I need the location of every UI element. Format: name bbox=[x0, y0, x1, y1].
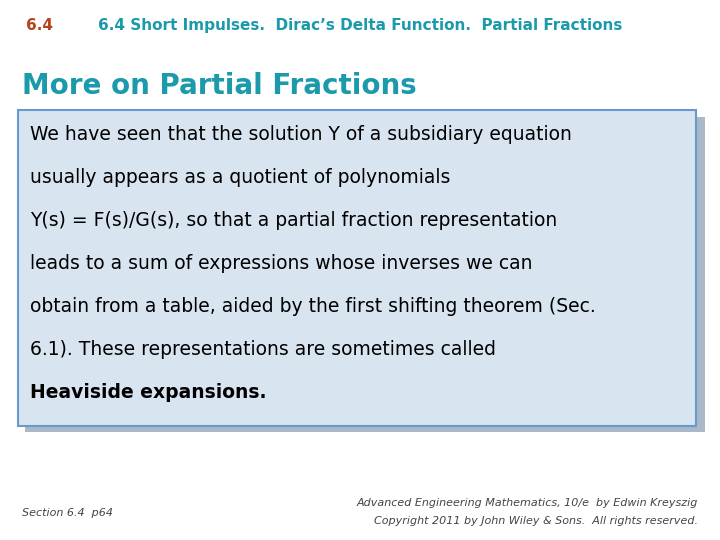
Text: Heaviside expansions.: Heaviside expansions. bbox=[30, 383, 266, 402]
Text: Υ(s) = F(s)/G(s), so that a partial fraction representation: Υ(s) = F(s)/G(s), so that a partial frac… bbox=[30, 211, 557, 230]
FancyBboxPatch shape bbox=[25, 117, 705, 432]
Text: usually appears as a quotient of polynomials: usually appears as a quotient of polynom… bbox=[30, 168, 451, 187]
Text: More on Partial Fractions: More on Partial Fractions bbox=[22, 72, 417, 100]
Text: 6.4: 6.4 bbox=[26, 18, 53, 33]
FancyBboxPatch shape bbox=[18, 110, 696, 426]
Text: We have seen that the solution Υ of a subsidiary equation: We have seen that the solution Υ of a su… bbox=[30, 125, 572, 144]
Text: 6.1). These representations are sometimes called: 6.1). These representations are sometime… bbox=[30, 340, 496, 359]
Text: obtain from a table, aided by the first shifting theorem (Sec.: obtain from a table, aided by the first … bbox=[30, 297, 595, 316]
Text: leads to a sum of expressions whose inverses we can: leads to a sum of expressions whose inve… bbox=[30, 254, 533, 273]
Text: Advanced Engineering Mathematics, 10/e  by Edwin Kreyszig: Advanced Engineering Mathematics, 10/e b… bbox=[356, 498, 698, 508]
Text: Copyright 2011 by John Wiley & Sons.  All rights reserved.: Copyright 2011 by John Wiley & Sons. All… bbox=[374, 516, 698, 526]
Text: Section 6.4  p64: Section 6.4 p64 bbox=[22, 508, 113, 518]
Text: 6.4 Short Impulses.  Dirac’s Delta Function.  Partial Fractions: 6.4 Short Impulses. Dirac’s Delta Functi… bbox=[98, 18, 622, 33]
